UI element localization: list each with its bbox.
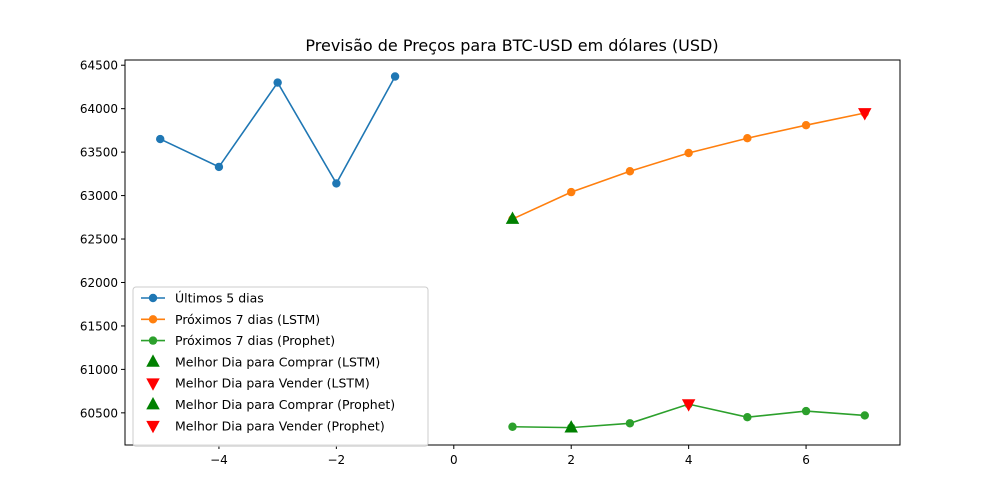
legend-marker-3 <box>146 354 160 367</box>
legend-marker-6 <box>146 420 160 434</box>
series-1-point-1 <box>567 187 576 197</box>
series-line-0 <box>159 76 396 186</box>
x-tick-label-3: 2 <box>567 453 575 467</box>
marker-1 <box>858 108 872 121</box>
x-tick-label-5: 6 <box>802 453 810 467</box>
x-tick-label-2: 0 <box>450 453 458 467</box>
x-tick-label-0: −4 <box>210 453 228 467</box>
y-tick-label-5: 63000 <box>80 189 118 203</box>
legend-label-3: Melhor Dia para Comprar (LSTM) <box>175 354 380 369</box>
x-tick-label-4: 4 <box>685 453 693 467</box>
series-line-1 <box>512 112 865 220</box>
marker-2 <box>564 420 578 433</box>
series-0-point-4 <box>390 72 400 81</box>
legend-label-1: Próximos 7 dias (LSTM) <box>175 312 320 327</box>
series-0-point-0 <box>156 134 165 144</box>
marker-0 <box>505 211 520 224</box>
legend-point-0 <box>148 293 158 303</box>
series-2-point-5 <box>801 406 811 416</box>
legend-point-1 <box>148 315 158 324</box>
legend-marker-5 <box>146 397 160 410</box>
legend-marker-4 <box>146 378 160 391</box>
series-2-point-2 <box>625 419 635 428</box>
series-1-point-5 <box>801 120 811 130</box>
series-1-point-2 <box>625 167 635 176</box>
legend-label-5: Melhor Dia para Comprar (Prophet) <box>175 397 395 412</box>
series-2-point-4 <box>743 412 752 422</box>
legend-point-2 <box>148 336 158 345</box>
y-tick-label-8: 64500 <box>80 59 118 73</box>
y-tick-label-1: 61000 <box>80 363 118 377</box>
y-tick-label-3: 62000 <box>80 276 118 290</box>
y-tick-label-6: 63500 <box>80 146 118 160</box>
series-0-point-2 <box>273 78 282 87</box>
y-tick-label-0: 60500 <box>80 406 118 420</box>
series-1-point-3 <box>684 148 693 158</box>
plot-frame <box>124 59 901 446</box>
legend-label-6: Melhor Dia para Vender (Prophet) <box>175 418 385 433</box>
x-tick-label-1: −2 <box>328 453 346 467</box>
series-0-point-3 <box>332 179 341 188</box>
y-tick-label-2: 61500 <box>80 319 118 333</box>
marker-3 <box>681 399 696 412</box>
legend-label-2: Próximos 7 dias (Prophet) <box>175 333 335 348</box>
legend-box <box>132 286 429 447</box>
series-0-point-1 <box>214 162 224 172</box>
chart-title: Previsão de Preços para BTC-USD em dólar… <box>305 36 718 55</box>
legend-label-4: Melhor Dia para Vender (LSTM) <box>175 376 370 391</box>
series-1-point-4 <box>743 134 752 143</box>
legend-label-0: Últimos 5 dias <box>175 291 264 306</box>
y-tick-label-4: 62500 <box>80 233 118 247</box>
series-2-point-0 <box>508 422 517 431</box>
y-tick-label-7: 64000 <box>80 102 118 116</box>
series-2-point-6 <box>860 411 869 420</box>
